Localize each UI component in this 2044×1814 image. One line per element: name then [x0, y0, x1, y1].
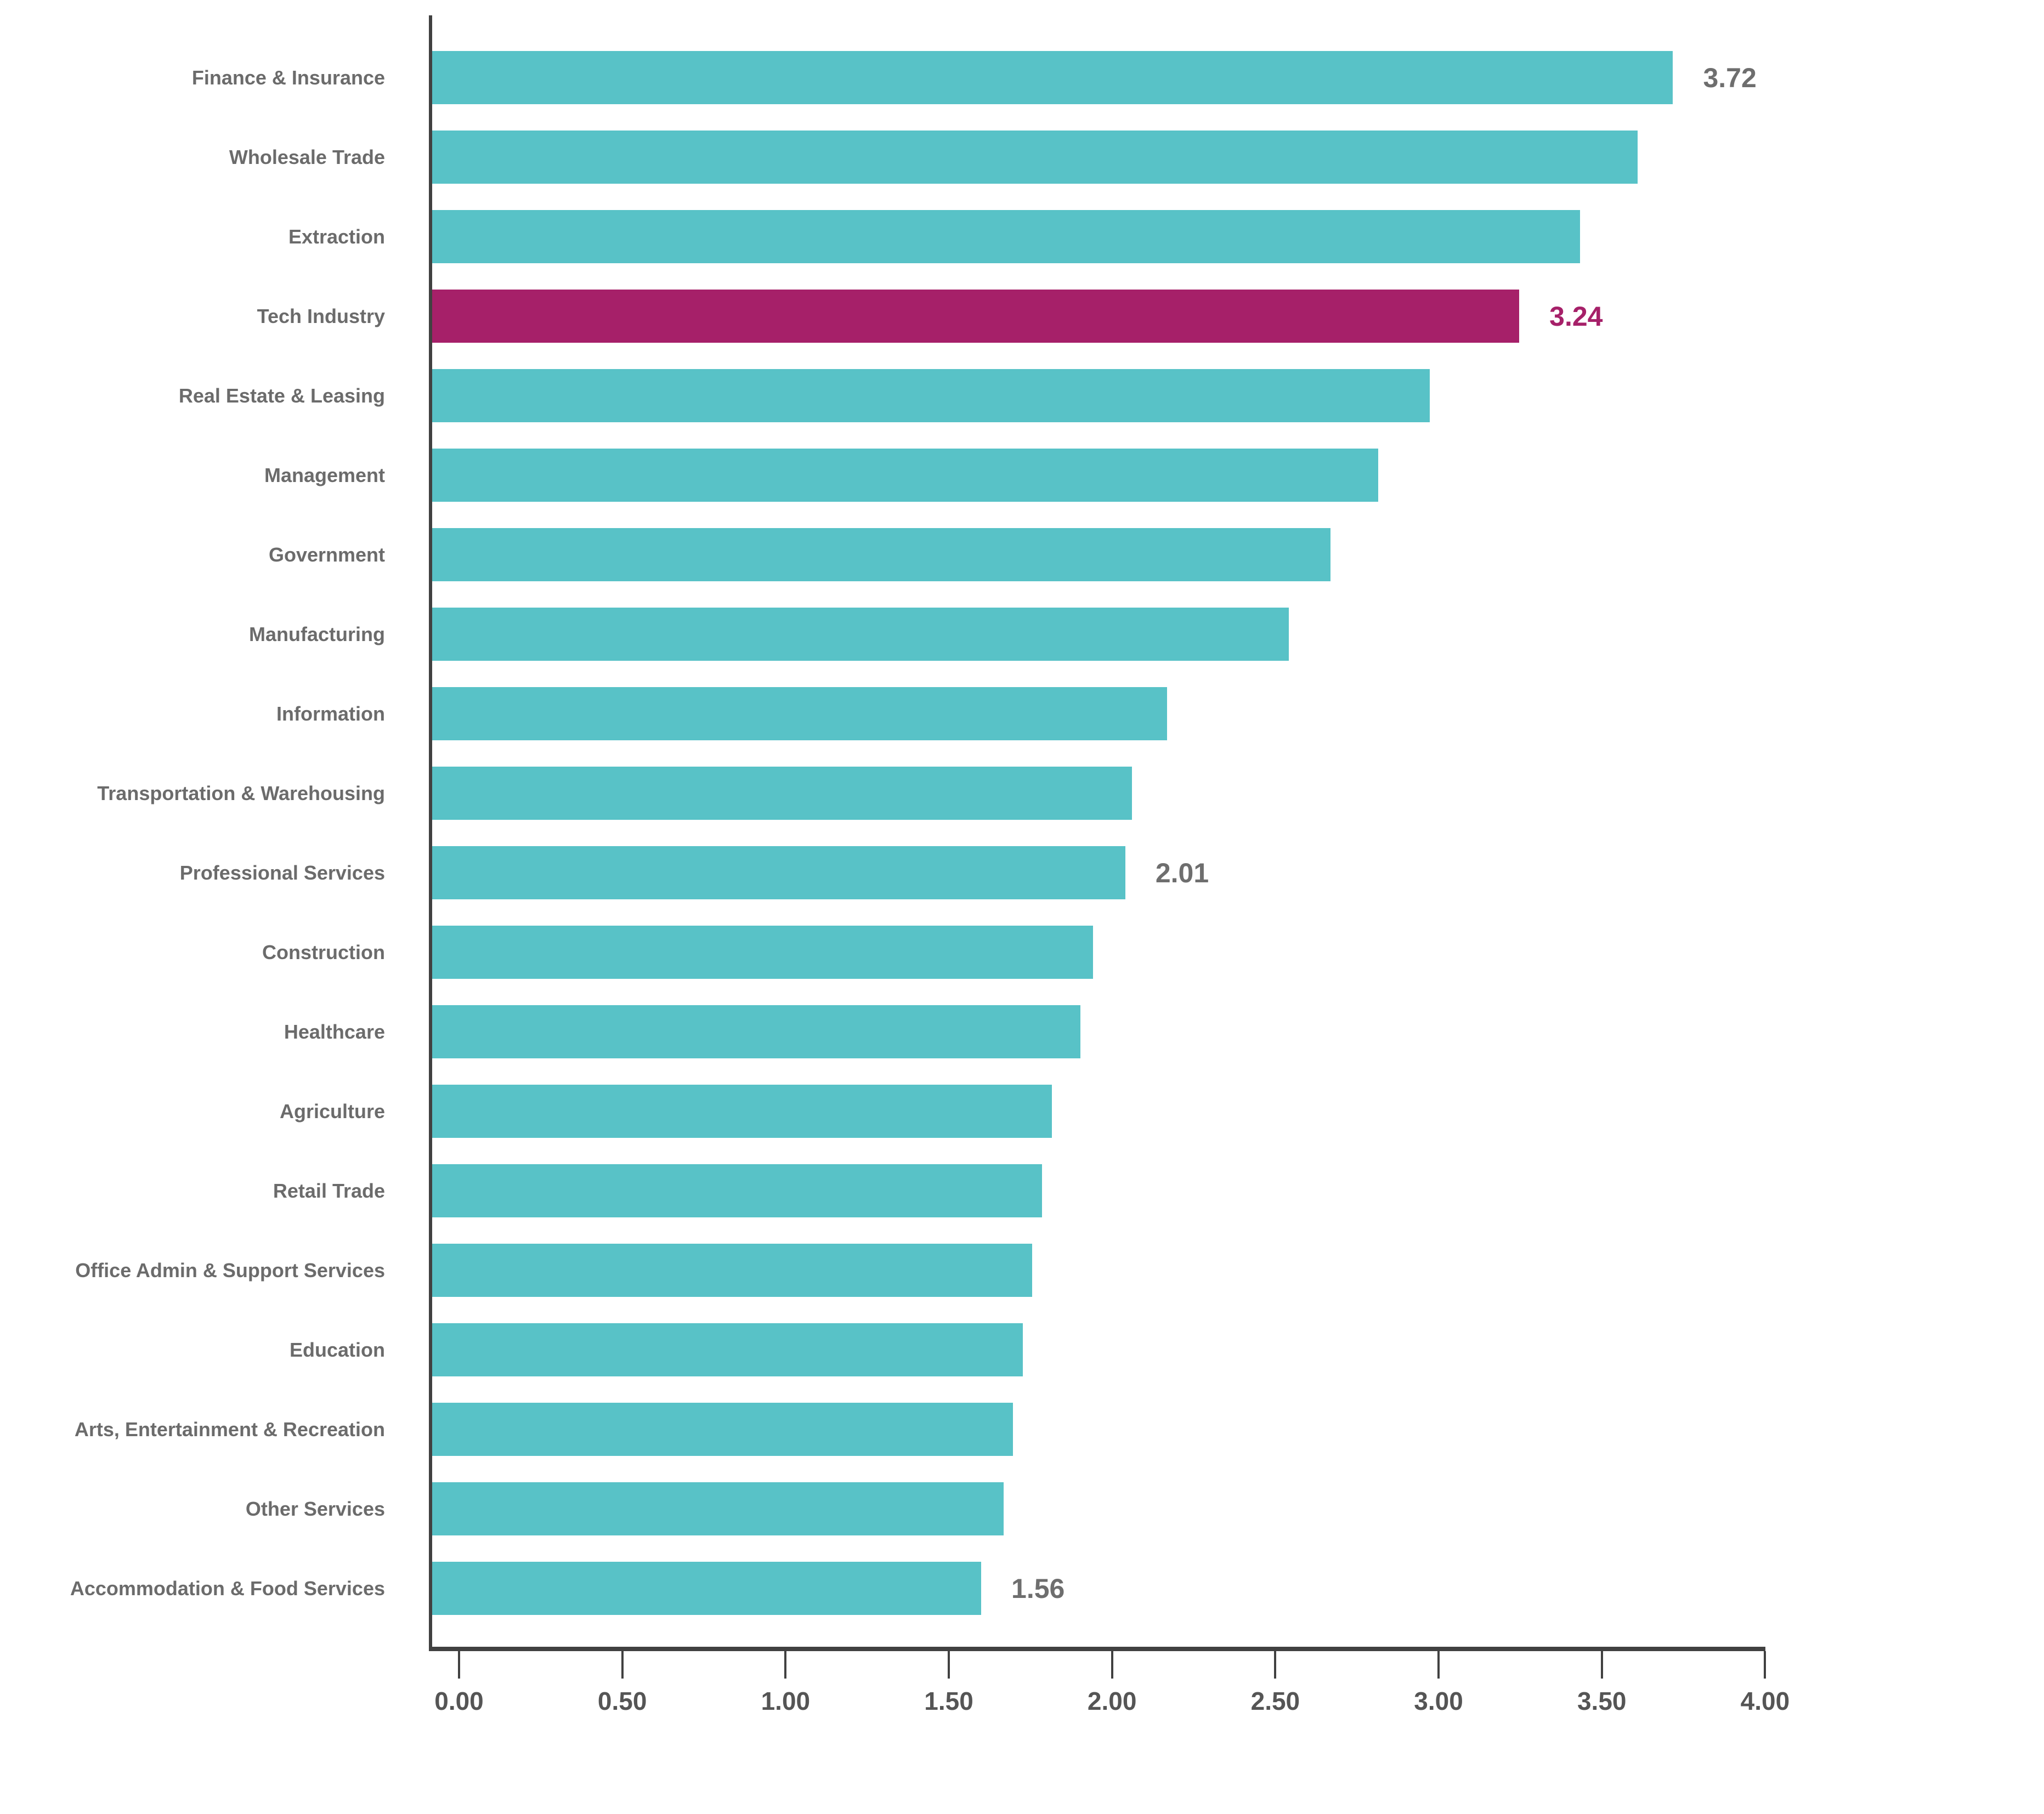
category-label: Finance & Insurance: [191, 66, 385, 89]
bar-row: [432, 1482, 1765, 1535]
bar-row: [432, 1164, 1765, 1217]
category-label: Retail Trade: [273, 1179, 385, 1202]
category-label: Professional Services: [179, 861, 385, 884]
category-label: Other Services: [245, 1497, 385, 1520]
category-label: Extraction: [288, 225, 385, 248]
bar: [432, 51, 1673, 104]
bar: [432, 1244, 1033, 1297]
bar: [432, 1164, 1042, 1217]
bar-highlighted: [432, 290, 1520, 343]
x-axis-tick: [1274, 1651, 1277, 1679]
value-label: 3.72: [1703, 62, 1757, 93]
category-label: Construction: [262, 940, 385, 963]
x-axis-tick: [1600, 1651, 1603, 1679]
value-label: 1.56: [1011, 1573, 1065, 1604]
bar: [432, 369, 1430, 422]
x-axis-tick-label: 3.50: [1577, 1687, 1627, 1715]
x-axis-tick-label: 3.00: [1414, 1687, 1463, 1715]
x-axis-tick-label: 0.00: [434, 1687, 484, 1715]
bar: [432, 449, 1379, 502]
plot-area: 3.72 3.24 2.01 1.56: [429, 15, 1765, 1651]
bar-row: [432, 767, 1765, 820]
bar-row: [432, 1323, 1765, 1376]
bar-row: [432, 369, 1765, 422]
x-axis-tick-label: 1.50: [924, 1687, 973, 1715]
bar: [432, 1403, 1013, 1456]
plot-wrap: Finance & Insurance Wholesale Trade Extrac…: [0, 15, 1765, 1651]
category-label: Healthcare: [284, 1020, 385, 1043]
x-axis-tick: [784, 1651, 787, 1679]
bar-row: 2.01: [432, 846, 1765, 899]
bar-row: [432, 1403, 1765, 1456]
bar-chart: Finance & Insurance Wholesale Trade Extrac…: [0, 15, 1790, 1733]
x-axis-tick-label: 1.00: [761, 1687, 811, 1715]
bar-row: [432, 608, 1765, 661]
x-axis-tick-label: 2.50: [1250, 1687, 1300, 1715]
bar: [432, 687, 1167, 740]
bar: [432, 210, 1581, 263]
bar-row: [432, 1085, 1765, 1138]
x-axis-tick: [458, 1651, 460, 1679]
bar: [432, 767, 1132, 820]
bar: [432, 608, 1289, 661]
bar-row: [432, 131, 1765, 184]
value-label: 3.24: [1549, 301, 1603, 332]
x-axis-tick-label: 2.00: [1087, 1687, 1137, 1715]
x-axis: 0.00 0.50 1.00 1.50 2.00 2.50 3.00 3.50 4.00: [432, 1651, 1790, 1733]
bar: [432, 926, 1094, 979]
bar-row: 3.72: [432, 51, 1765, 104]
value-label: 2.01: [1155, 857, 1209, 888]
bar: [432, 528, 1330, 581]
category-label: Accommodation & Food Services: [70, 1577, 385, 1600]
category-label: Arts, Entertainment & Recreation: [74, 1418, 385, 1441]
category-label: Manufacturing: [249, 622, 385, 645]
category-label: Information: [276, 702, 385, 725]
category-label: Management: [264, 463, 385, 486]
bar-row: [432, 1244, 1765, 1297]
bar-row: 1.56: [432, 1562, 1765, 1615]
category-label: Transportation & Warehousing: [97, 781, 385, 804]
bar-row: [432, 687, 1765, 740]
category-label: Real Estate & Leasing: [178, 384, 385, 407]
category-label: Tech Industry: [257, 304, 385, 327]
x-axis-tick: [1437, 1651, 1440, 1679]
bar-row: [432, 449, 1765, 502]
bar-row: 3.24: [432, 290, 1765, 343]
bar-row: [432, 926, 1765, 979]
bar: [432, 1482, 1004, 1535]
x-axis-tick: [1111, 1651, 1113, 1679]
x-axis-tick-label: 4.00: [1740, 1687, 1790, 1715]
bar-row: [432, 1005, 1765, 1058]
x-axis-tick: [948, 1651, 950, 1679]
bar-row: [432, 528, 1765, 581]
category-label: Education: [289, 1338, 385, 1361]
category-label: Agriculture: [279, 1099, 385, 1123]
bar: [432, 1085, 1052, 1138]
bar: [432, 1562, 982, 1615]
category-label: Office Admin & Support Services: [75, 1259, 385, 1282]
bar: [432, 1005, 1081, 1058]
bar: [432, 846, 1125, 899]
x-axis-tick: [1764, 1651, 1766, 1679]
bar: [432, 131, 1638, 184]
category-labels: Finance & Insurance Wholesale Trade Extrac…: [0, 15, 429, 1651]
bar-row: [432, 210, 1765, 263]
category-label: Government: [268, 543, 385, 566]
x-axis-tick: [621, 1651, 624, 1679]
category-label: Wholesale Trade: [229, 145, 385, 168]
bar: [432, 1323, 1023, 1376]
x-axis-tick-label: 0.50: [597, 1687, 647, 1715]
